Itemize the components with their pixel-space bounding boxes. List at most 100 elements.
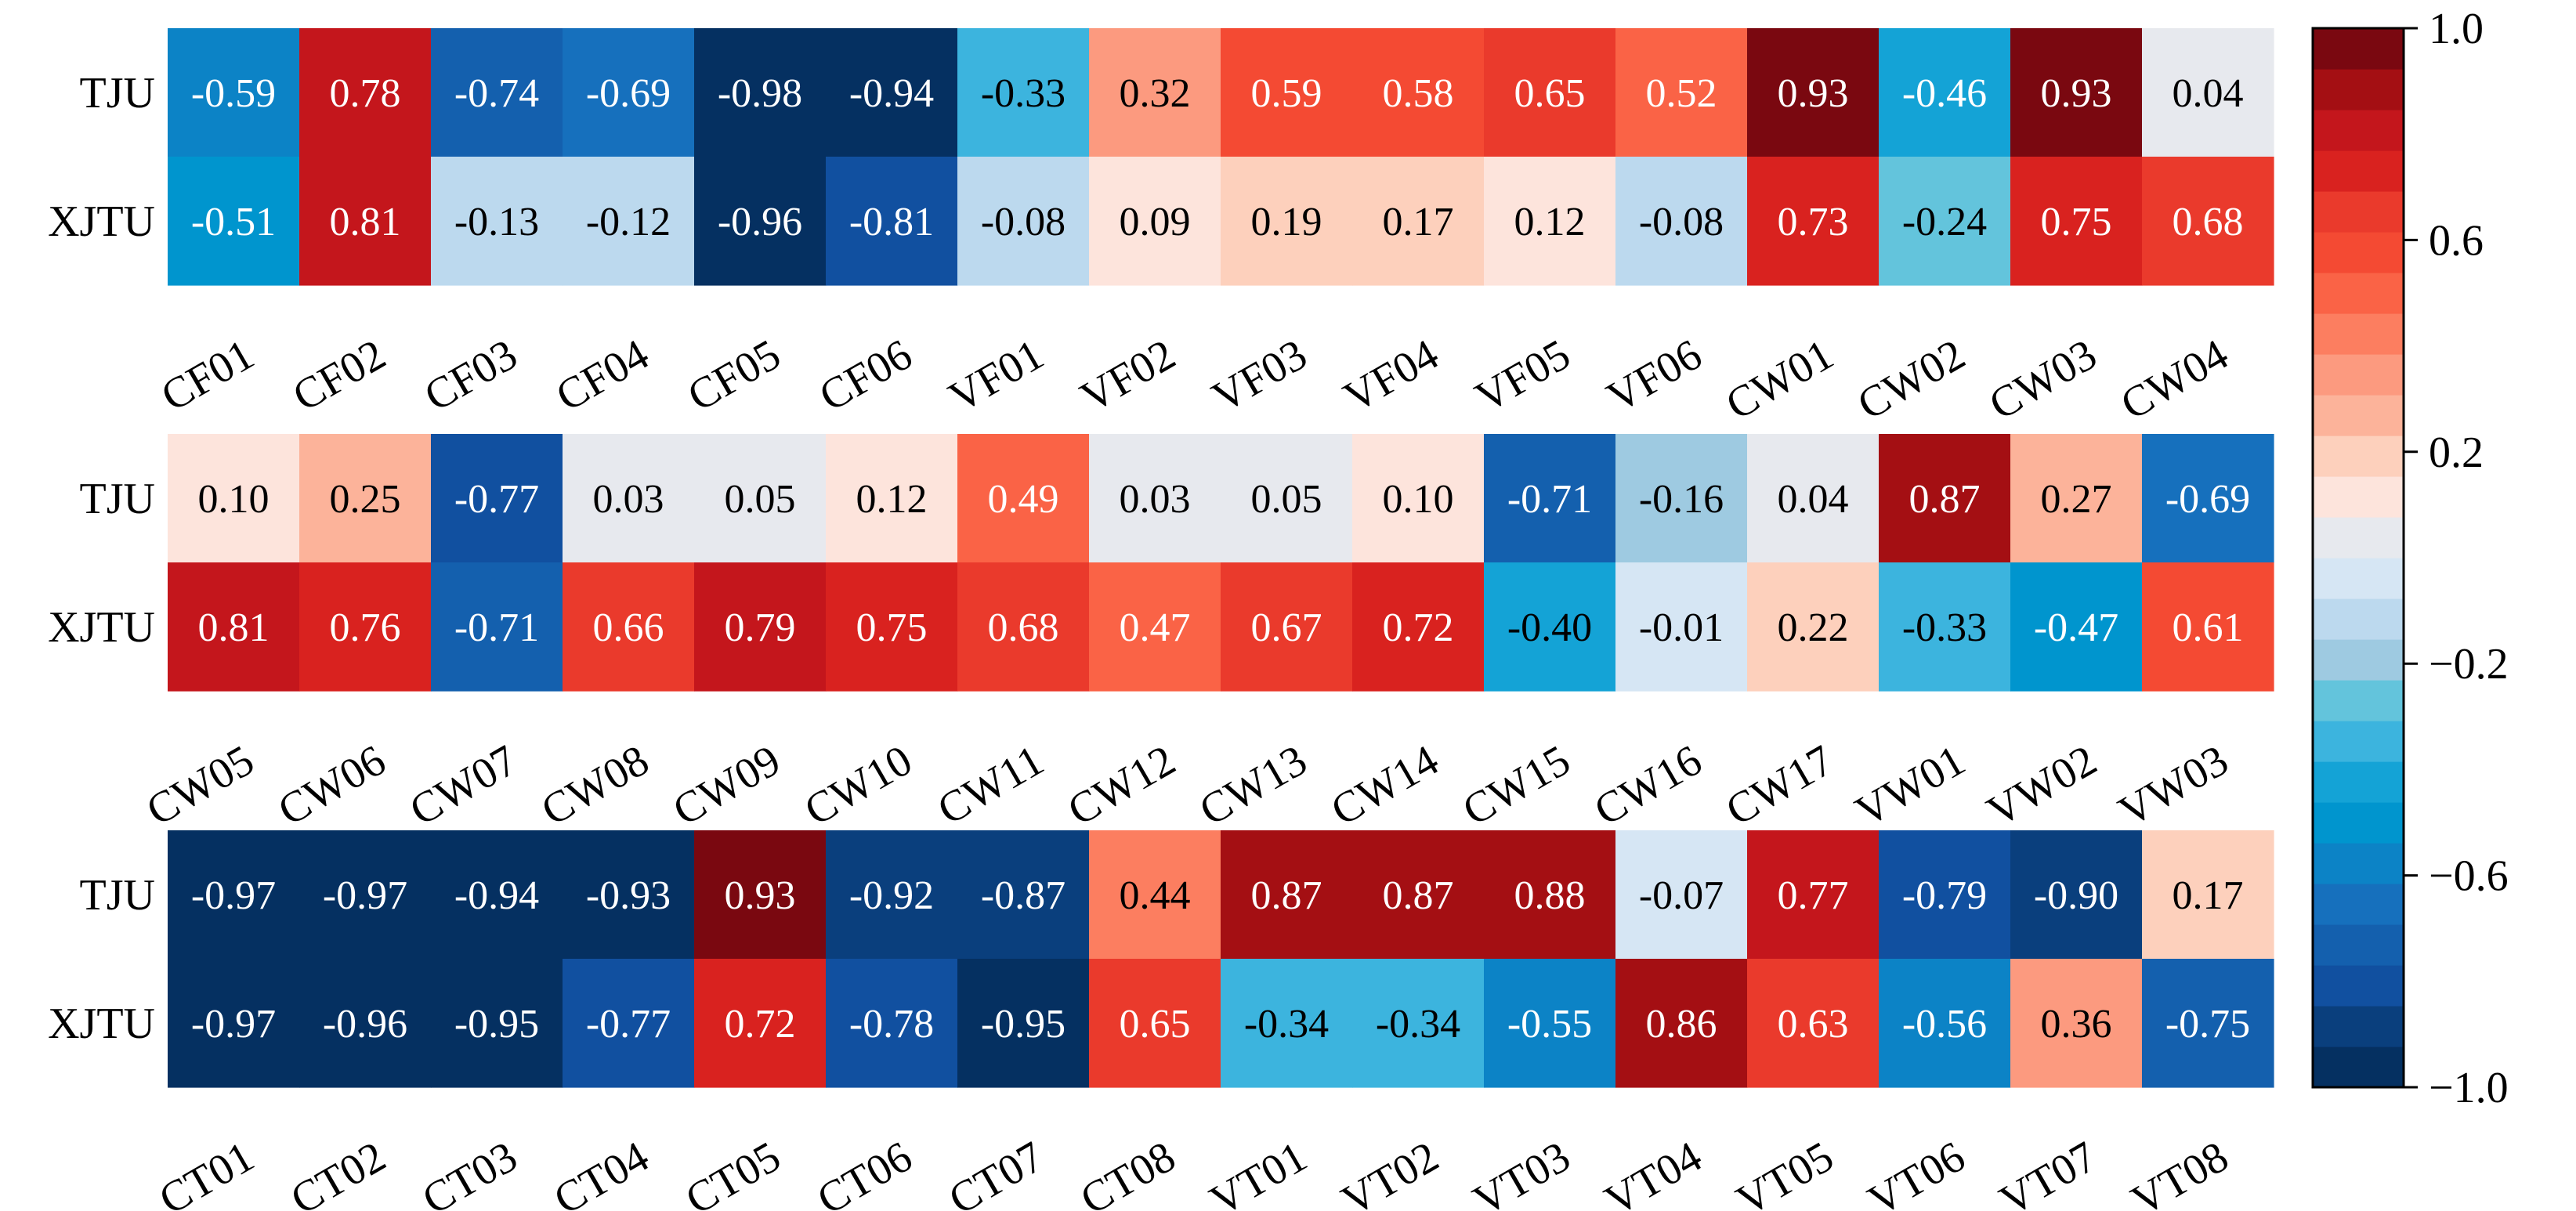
heatmap-cell [1221,434,1353,563]
cell-value-label: -0.93 [586,873,671,918]
heatmap-cell [1089,562,1221,692]
heatmap-cell [563,830,695,960]
colorbar-segment [2313,761,2404,803]
heatmap-cell [2010,830,2143,960]
column-label: CT01 [151,1133,262,1211]
heatmap-cell [431,959,563,1088]
cell-value-label: 0.81 [198,606,270,650]
heatmap-cell [957,157,1090,286]
colorbar-segment [2313,150,2404,192]
colorbar-segment [2313,1006,2404,1047]
cell-value-label: -0.74 [454,71,539,116]
cell-value-label: 0.93 [1778,71,1849,116]
cell-value-label: 0.04 [2173,71,2244,116]
heatmap-cell [1615,28,1748,157]
heatmap-panel: TJU XJTU 0.10 0.25 -0.77 0.03 0.05 0.12 0.49 0.03… [48,434,2274,837]
cell-value-label: -0.95 [454,1002,539,1047]
cell-value-label: -0.46 [1902,71,1987,116]
heatmap-cell [563,28,695,157]
heatmap-cell [1879,562,2011,692]
heatmap-cell [1089,157,1221,286]
heatmap-cell [826,157,958,286]
colorbar-tick-label: 0.6 [2429,216,2484,265]
colorbar: 1.0 0.6 0.2 −0.2 −0.6 −1.0 [2311,5,2509,1112]
heatmap-cell [2142,157,2274,286]
colorbar-tick-label: −1.0 [2429,1064,2509,1112]
cell-value-label: -0.95 [981,1002,1065,1047]
colorbar-segment [2313,436,2404,477]
heatmap-cell [1089,830,1221,960]
cell-value-label: 0.03 [1120,477,1191,522]
cell-value-label: -0.96 [323,1002,407,1047]
column-label: CT08 [1073,1133,1183,1211]
cell-value-label: 0.61 [2173,606,2244,650]
heatmap-cell [168,434,300,563]
cell-value-label: 0.49 [988,477,1059,522]
heatmap-cell [826,562,958,692]
cell-value-label: 0.19 [1251,200,1322,244]
heatmap-cell [431,562,563,692]
heatmap-cell [299,28,432,157]
cell-value-label: 0.58 [1383,71,1454,116]
colorbar-frame [2311,27,2405,1089]
column-label: CT05 [678,1133,788,1211]
column-label: CW13 [1192,736,1315,836]
heatmap-cell [957,959,1090,1088]
column-label: CW01 [1718,331,1842,430]
cell-value-label: -0.87 [981,873,1065,918]
cell-value-label: -0.98 [718,71,802,116]
heatmap-cell [1879,157,2011,286]
cell-value-label: -0.97 [323,873,407,918]
heatmap-cell [1484,434,1616,563]
colorbar-segment [2313,232,2404,273]
heatmap-cell [1484,959,1616,1088]
cell-value-label: 0.27 [2041,477,2112,522]
cell-value-label: 0.68 [988,606,1059,650]
heatmap-cell [299,830,432,960]
column-label: VF03 [1204,331,1315,422]
cell-value-label: -0.90 [2034,873,2118,918]
colorbar-segment [2313,843,2404,884]
cell-value-label: 0.04 [1778,477,1849,522]
heatmap-cell [168,959,300,1088]
column-label: CT02 [283,1133,393,1211]
heatmap-cell [2142,562,2274,692]
heatmap-cell [2010,562,2143,692]
cell-value-label: 0.12 [856,477,928,522]
cell-value-label: 0.93 [725,873,796,918]
colorbar-segment [2313,313,2404,355]
cell-value-label: 0.63 [1778,1002,1849,1047]
column-label: VW02 [1979,736,2104,837]
cell-value-label: -0.08 [981,200,1065,244]
cell-value-label: 0.44 [1120,873,1191,918]
heatmap-panel: TJU XJTU -0.97 -0.97 -0.94 -0.93 0.93 -0.92 -0.8… [48,830,2274,1211]
colorbar-segment [2313,680,2404,721]
heatmap-cell [563,562,695,692]
cell-value-label: -0.75 [2165,1002,2250,1047]
heatmap-cell [2010,157,2143,286]
heatmap-cell [2142,959,2274,1088]
cell-value-label: 0.87 [1909,477,1981,522]
cell-value-label: -0.56 [1902,1002,1987,1047]
cell-value-label: 0.47 [1120,606,1191,650]
cell-value-label: 0.77 [1778,873,1849,918]
cell-value-label: 0.73 [1778,200,1849,244]
heatmap-cell [694,434,827,563]
cell-value-label: 0.78 [330,71,401,116]
column-label: CF05 [680,331,789,421]
heatmap-cell [1879,434,2011,563]
heatmap-cell [1747,830,1880,960]
cell-value-label: 0.09 [1120,200,1191,244]
colorbar-segment [2313,273,2404,314]
heatmap-cell [2010,959,2143,1088]
column-label: CW14 [1323,736,1447,836]
heatmap-cell [694,830,827,960]
colorbar-tick-label: 0.2 [2429,428,2484,477]
column-label: CW07 [402,736,526,836]
column-label: VT04 [1597,1133,1709,1211]
colorbar-segment [2313,721,2404,762]
cell-value-label: 0.72 [1383,606,1454,650]
cell-value-label: 0.72 [725,1002,796,1047]
heatmap-cell [1221,562,1353,692]
